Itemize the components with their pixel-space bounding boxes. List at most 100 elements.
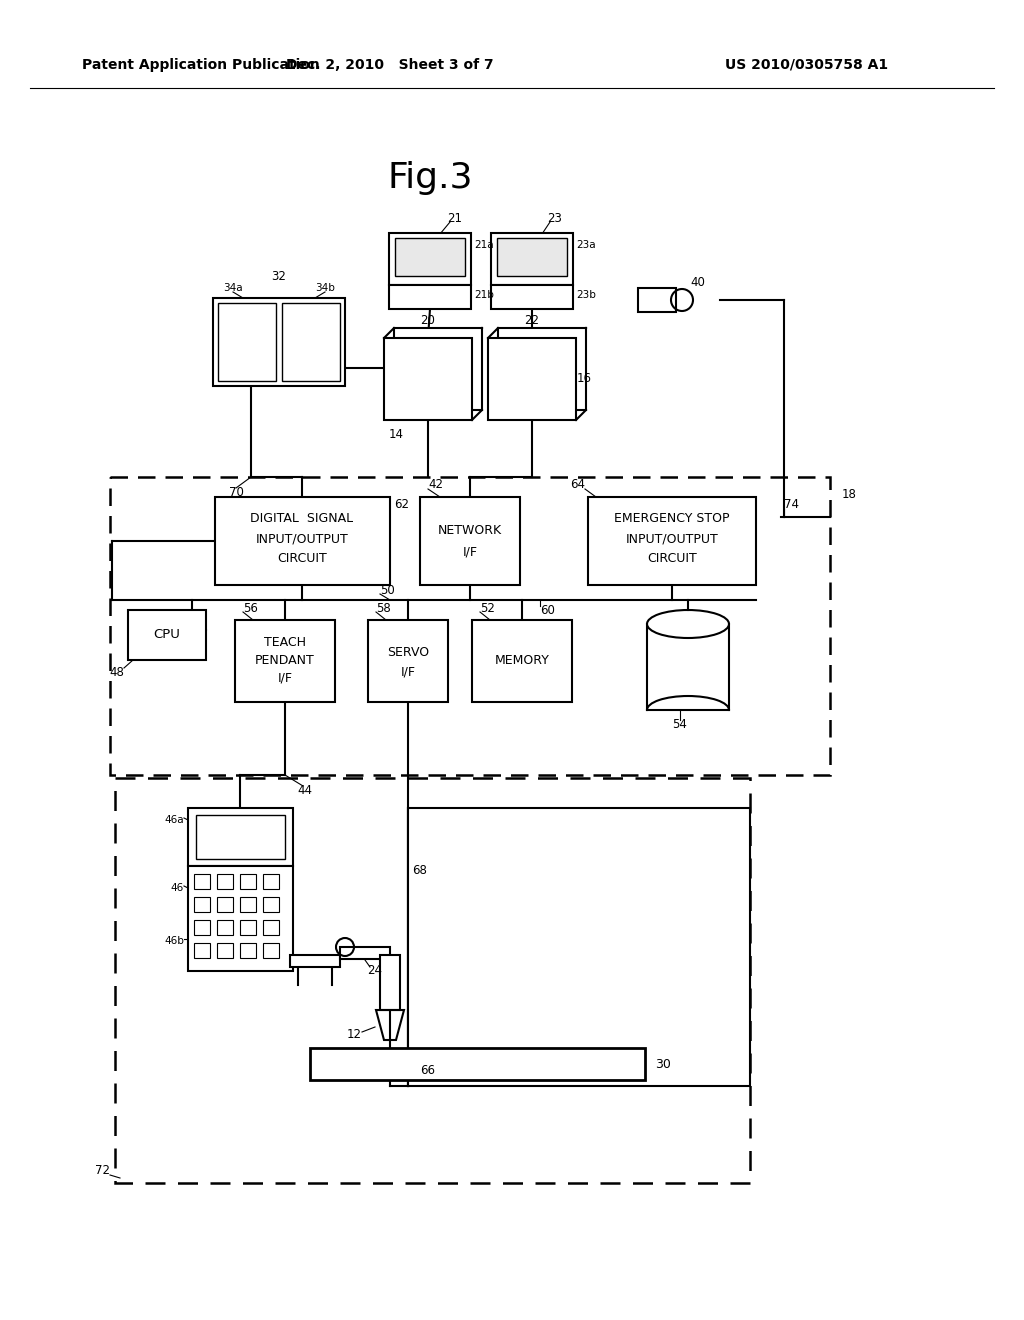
Bar: [234, 620, 335, 702]
Bar: [217, 898, 233, 912]
Bar: [263, 898, 279, 912]
Text: 46: 46: [171, 883, 184, 894]
Bar: [215, 498, 390, 585]
Text: CIRCUIT: CIRCUIT: [647, 553, 697, 565]
Bar: [115, 777, 750, 1183]
Text: 32: 32: [271, 269, 287, 282]
Text: 16: 16: [577, 371, 592, 384]
Text: 22: 22: [524, 314, 540, 326]
Text: I/F: I/F: [400, 665, 416, 678]
Text: TEACH: TEACH: [264, 635, 306, 648]
Bar: [217, 874, 233, 888]
Bar: [240, 942, 256, 958]
Bar: [263, 920, 279, 935]
Bar: [420, 498, 520, 585]
Text: MEMORY: MEMORY: [495, 655, 550, 668]
Text: 20: 20: [421, 314, 435, 326]
Bar: [395, 238, 465, 276]
Text: EMERGENCY STOP: EMERGENCY STOP: [614, 512, 730, 525]
Text: I/F: I/F: [463, 545, 477, 558]
Text: 42: 42: [428, 479, 443, 491]
Text: 21a: 21a: [474, 240, 494, 249]
Text: 70: 70: [228, 486, 244, 499]
Text: SERVO: SERVO: [387, 645, 429, 659]
Text: US 2010/0305758 A1: US 2010/0305758 A1: [725, 58, 888, 73]
Bar: [380, 954, 400, 1010]
Bar: [240, 920, 256, 935]
Bar: [194, 898, 210, 912]
Bar: [196, 814, 285, 859]
Text: 74: 74: [784, 499, 799, 511]
Bar: [218, 304, 276, 381]
Bar: [384, 338, 472, 420]
Text: 23b: 23b: [575, 290, 596, 300]
Text: Fig.3: Fig.3: [387, 161, 473, 195]
Text: Dec. 2, 2010   Sheet 3 of 7: Dec. 2, 2010 Sheet 3 of 7: [286, 58, 494, 73]
Text: 21: 21: [447, 211, 463, 224]
Text: 40: 40: [690, 276, 706, 289]
Text: 54: 54: [673, 718, 687, 730]
Bar: [472, 620, 572, 702]
Text: INPUT/OUTPUT: INPUT/OUTPUT: [626, 532, 719, 545]
Bar: [188, 866, 293, 972]
Bar: [282, 304, 340, 381]
Text: 30: 30: [655, 1057, 671, 1071]
Text: Patent Application Publication: Patent Application Publication: [82, 58, 319, 73]
Bar: [217, 920, 233, 935]
Bar: [498, 327, 586, 411]
Text: DIGITAL  SIGNAL: DIGITAL SIGNAL: [251, 512, 353, 525]
Text: 72: 72: [95, 1164, 110, 1177]
Bar: [290, 954, 340, 968]
Bar: [213, 298, 345, 385]
Bar: [394, 327, 482, 411]
Text: 34a: 34a: [223, 282, 243, 293]
Text: CIRCUIT: CIRCUIT: [278, 553, 327, 565]
Bar: [490, 285, 573, 309]
Text: 68: 68: [413, 863, 427, 876]
Text: 34b: 34b: [315, 282, 335, 293]
Bar: [240, 898, 256, 912]
Bar: [588, 498, 756, 585]
Bar: [310, 1048, 645, 1080]
Text: 50: 50: [380, 583, 394, 597]
Text: 44: 44: [298, 784, 312, 796]
Bar: [340, 946, 390, 960]
Text: I/F: I/F: [278, 672, 293, 685]
Bar: [389, 234, 471, 285]
Bar: [263, 942, 279, 958]
Bar: [194, 920, 210, 935]
Text: NETWORK: NETWORK: [438, 524, 502, 537]
Text: 23: 23: [548, 211, 562, 224]
Bar: [128, 610, 206, 660]
Text: 60: 60: [540, 603, 555, 616]
Text: CPU: CPU: [154, 628, 180, 642]
Text: 52: 52: [480, 602, 495, 615]
Text: INPUT/OUTPUT: INPUT/OUTPUT: [256, 532, 348, 545]
Text: 66: 66: [420, 1064, 435, 1077]
Bar: [194, 874, 210, 888]
Bar: [368, 620, 449, 702]
Bar: [263, 874, 279, 888]
Bar: [638, 288, 676, 312]
Bar: [490, 234, 573, 285]
Text: 18: 18: [842, 488, 857, 502]
Bar: [188, 808, 293, 866]
Text: 21b: 21b: [474, 290, 494, 300]
Text: 24: 24: [368, 964, 383, 977]
Bar: [408, 808, 750, 1086]
Text: 14: 14: [389, 428, 404, 441]
Text: 23a: 23a: [575, 240, 596, 249]
Text: 46a: 46a: [165, 814, 184, 825]
Text: 56: 56: [243, 602, 258, 615]
Bar: [497, 238, 567, 276]
Text: PENDANT: PENDANT: [255, 653, 314, 667]
Bar: [110, 477, 830, 775]
Text: 12: 12: [347, 1028, 362, 1041]
Text: 46b: 46b: [164, 936, 184, 946]
Text: 48: 48: [110, 665, 124, 678]
Text: 58: 58: [376, 602, 391, 615]
Bar: [217, 942, 233, 958]
Bar: [194, 942, 210, 958]
Bar: [488, 338, 575, 420]
Bar: [240, 874, 256, 888]
